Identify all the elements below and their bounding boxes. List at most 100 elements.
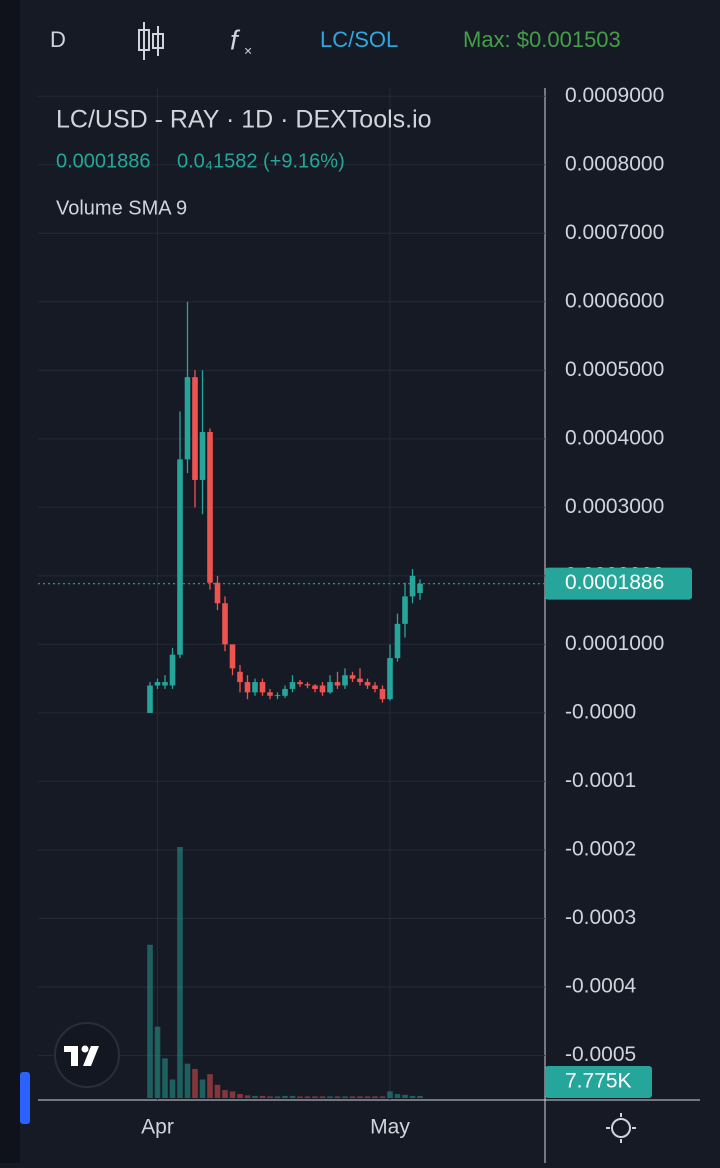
candle-body: [222, 603, 228, 645]
candle-body: [282, 688, 288, 696]
candle-body: [244, 682, 251, 693]
last-price-box: [545, 567, 692, 600]
y-tick-label: -0.0003: [565, 906, 636, 929]
candle-body: [394, 623, 401, 659]
candle-body: [387, 658, 393, 700]
candle-body: [177, 459, 183, 655]
volume-bar: [379, 1096, 386, 1098]
volume-bar: [199, 1079, 206, 1098]
max-price: Max: $0.001503: [463, 27, 621, 52]
candle-body: [252, 682, 258, 693]
candle-body: [417, 583, 423, 593]
y-tick-label: 0.0009000: [565, 84, 664, 107]
x-tick-label: May: [370, 1116, 410, 1139]
volume-bar: [349, 1096, 356, 1098]
volume-bar: [402, 1094, 408, 1098]
chart-title: LC/USD - RAY · 1D · DEXTools.io: [56, 106, 432, 134]
candle-body: [349, 675, 356, 679]
candle-body: [372, 685, 378, 689]
side-handle[interactable]: [20, 1072, 30, 1124]
volume-bar: [357, 1096, 363, 1098]
volume-bar: [274, 1096, 281, 1098]
candle-body: [154, 682, 161, 686]
candle-body: [379, 688, 386, 700]
candle-body: [162, 682, 168, 686]
volume-bar: [252, 1095, 258, 1098]
candle-body: [267, 692, 273, 696]
candle-body: [364, 682, 371, 686]
grid: [38, 88, 545, 1100]
candle-body: [402, 596, 408, 624]
y-tick-label: 0.0001000: [565, 632, 664, 655]
volume-bar: [162, 1058, 168, 1098]
candle-body: [229, 644, 236, 669]
volume-bar: [147, 944, 153, 1098]
y-tick-label: -0.0004: [565, 975, 637, 998]
candle-body: [199, 431, 206, 480]
volume-bar: [327, 1096, 333, 1098]
candle-body: [289, 682, 296, 689]
candle-body: [409, 575, 416, 597]
fx-icon-x: ×: [244, 43, 252, 59]
y-tick-label: 0.0008000: [565, 152, 664, 175]
volume-bar: [282, 1095, 288, 1098]
candle-body: [304, 684, 311, 686]
candle-body: [334, 682, 341, 686]
settings-icon[interactable]: [606, 1113, 636, 1143]
candle-body: [207, 431, 213, 583]
volume-bar: [342, 1096, 348, 1098]
last-price-label: 0.0001886: [565, 571, 664, 594]
legend-price: 0.0001886: [56, 150, 151, 172]
left-strip: [0, 0, 20, 1163]
axis-labels: 0.0009000 0.0008000 0.0007000 0.0006000 0.00…: [141, 84, 692, 1139]
legend-change: 0.0₄1582 (+9.16%): [177, 150, 345, 172]
y-tick-label: -0.0005: [565, 1043, 636, 1066]
candle-body: [319, 685, 326, 693]
candle-body: [274, 695, 281, 697]
candle-body: [237, 671, 243, 683]
candle-icon[interactable]: [138, 22, 164, 60]
volume-bar: [372, 1096, 378, 1098]
volume-bar: [289, 1095, 296, 1098]
candle-body: [312, 685, 318, 689]
candle-body: [297, 682, 303, 685]
volume-bar: [244, 1095, 251, 1098]
volume-bar: [154, 1026, 161, 1098]
volume-bar: [229, 1091, 236, 1098]
volume-bar: [267, 1096, 273, 1098]
volume-bar: [387, 1091, 393, 1098]
volume-bar: [214, 1084, 221, 1098]
volume-bar: [319, 1096, 326, 1098]
y-tick-label: -0.0002: [565, 838, 636, 861]
candle-body: [357, 678, 363, 683]
volume-bar: [417, 1095, 423, 1098]
tv-logo[interactable]: [54, 1022, 120, 1088]
volume-bar: [169, 1079, 176, 1098]
pair-link[interactable]: LC/SOL: [320, 27, 398, 52]
candle-body: [214, 582, 221, 604]
interval[interactable]: D: [50, 27, 66, 52]
candle-body: [342, 675, 348, 686]
y-tick-label: 0.0005000: [565, 358, 664, 381]
volume-bar: [184, 1063, 191, 1098]
volume-bar: [409, 1095, 416, 1098]
plot: [38, 301, 545, 1098]
volume-bar: [192, 1068, 198, 1098]
volume-bar: [334, 1096, 341, 1098]
y-tick-label: -0.0000: [565, 700, 636, 723]
candle-body: [147, 685, 153, 713]
candle-body: [259, 682, 266, 693]
y-tick-label: -0.0001: [565, 769, 636, 792]
last-volume-label: 7.775K: [565, 1070, 632, 1093]
fx-icon[interactable]: f: [230, 24, 241, 55]
candle-body: [192, 377, 198, 480]
y-tick-label: 0.0006000: [565, 289, 664, 312]
indicator-name: Volume SMA 9: [56, 197, 187, 219]
y-tick-label: 0.0003000: [565, 495, 664, 518]
y-tick-label: 0.0004000: [565, 426, 664, 449]
volume-bar: [394, 1094, 401, 1098]
candle-body: [184, 377, 191, 460]
volume-bar: [297, 1096, 303, 1098]
last-volume-box: [545, 1066, 652, 1098]
